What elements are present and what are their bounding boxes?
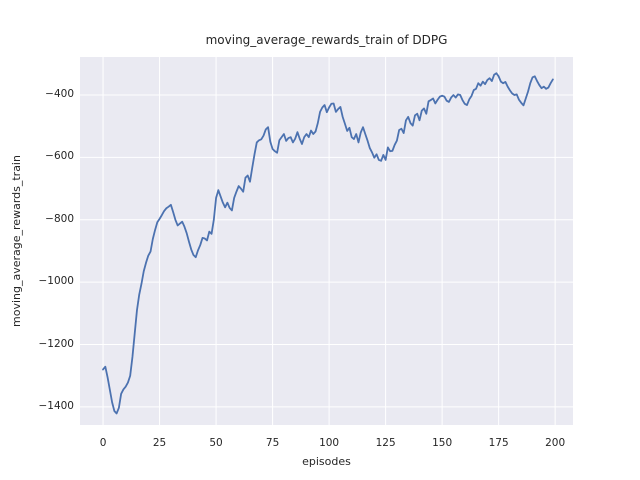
x-tick-label: 125 — [375, 437, 396, 449]
x-tick-label: 25 — [152, 437, 167, 449]
x-tick-label: 100 — [319, 437, 340, 449]
y-tick-label: −400 — [45, 88, 74, 101]
y-tick-label: −800 — [45, 212, 74, 225]
plot-area — [80, 57, 573, 425]
x-tick-label: 0 — [99, 437, 107, 449]
x-axis-label: episodes — [302, 455, 351, 468]
chart-title: moving_average_rewards_train of DDPG — [205, 33, 448, 47]
y-tick-label: −1400 — [38, 399, 74, 412]
y-tick-label: −1200 — [38, 337, 74, 350]
y-tick-label: −1000 — [38, 275, 74, 288]
x-tick-label: 150 — [432, 437, 453, 449]
chart-canvas — [80, 57, 573, 425]
data-line — [102, 72, 554, 415]
x-tick-label: 75 — [265, 437, 280, 449]
x-tick-label: 50 — [209, 437, 223, 449]
y-axis-label: moving_average_rewards_train — [10, 155, 23, 327]
x-tick-label: 200 — [545, 437, 566, 449]
x-tick-label: 175 — [488, 437, 509, 449]
y-tick-label: −600 — [45, 150, 74, 163]
